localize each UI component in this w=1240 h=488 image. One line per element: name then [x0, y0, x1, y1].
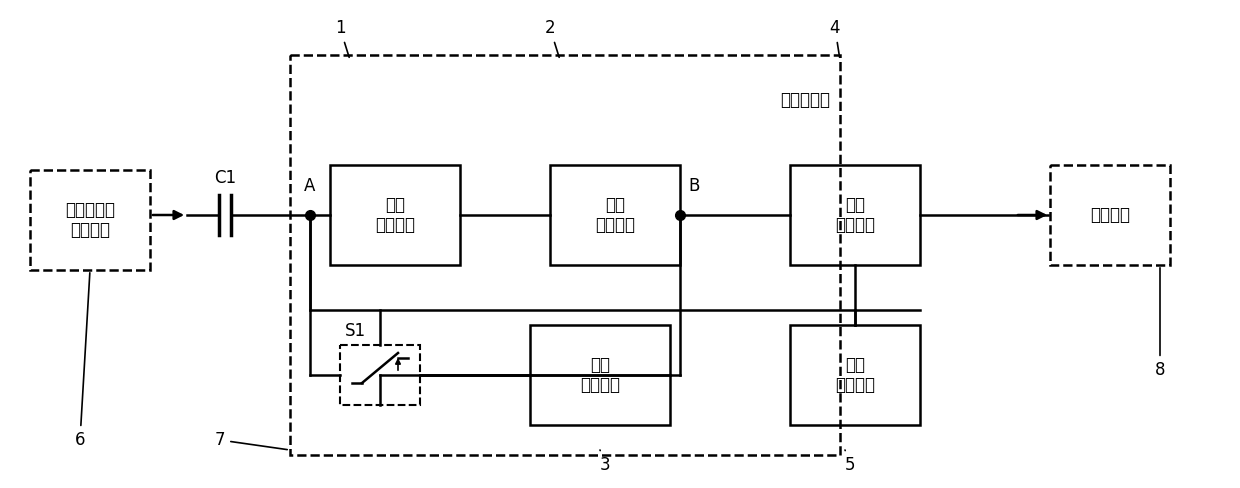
- Bar: [529, 325, 670, 425]
- Text: 2: 2: [544, 19, 559, 58]
- Text: 7: 7: [215, 431, 288, 449]
- Text: 采样
保持电路: 采样 保持电路: [835, 196, 875, 234]
- Text: 采集电路: 采集电路: [1090, 206, 1130, 224]
- Text: S1: S1: [345, 322, 366, 340]
- Text: 时序
控制电路: 时序 控制电路: [835, 356, 875, 394]
- Text: 4: 4: [830, 19, 841, 57]
- Bar: [790, 325, 920, 425]
- Bar: [340, 345, 420, 405]
- Text: 8: 8: [1154, 268, 1166, 379]
- Text: 直流恢复环: 直流恢复环: [780, 91, 830, 109]
- Text: 5: 5: [844, 450, 856, 474]
- Text: C1: C1: [215, 169, 236, 187]
- Text: 6: 6: [74, 273, 89, 449]
- Text: A: A: [304, 177, 316, 195]
- Text: B: B: [688, 177, 699, 195]
- Text: 直流
恢复电路: 直流 恢复电路: [580, 356, 620, 394]
- Text: 同相
放大电路: 同相 放大电路: [374, 196, 415, 234]
- Bar: [290, 55, 839, 455]
- Text: 光电探测器
前置电路: 光电探测器 前置电路: [64, 201, 115, 240]
- Text: 低通
滤波电路: 低通 滤波电路: [595, 196, 635, 234]
- Text: 1: 1: [335, 19, 350, 58]
- Bar: [790, 165, 920, 265]
- Bar: [551, 165, 680, 265]
- Bar: [1050, 165, 1171, 265]
- Bar: [30, 170, 150, 270]
- Text: 3: 3: [600, 450, 610, 474]
- Bar: [330, 165, 460, 265]
